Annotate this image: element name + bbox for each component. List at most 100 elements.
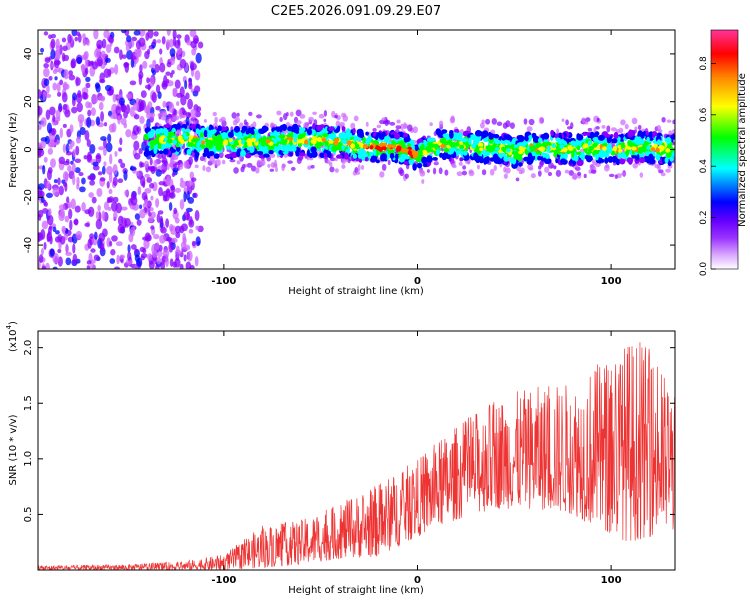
spectrogram-point bbox=[176, 92, 183, 98]
spectrogram-point bbox=[97, 44, 102, 49]
spectrogram-point bbox=[66, 196, 70, 204]
spectrogram-point bbox=[121, 54, 127, 59]
spectrogram-point bbox=[370, 155, 376, 163]
spectrogram-point bbox=[555, 158, 559, 164]
spectrogram-point bbox=[43, 201, 48, 207]
spectrogram-point bbox=[250, 165, 257, 172]
spectrogram-point bbox=[166, 139, 173, 144]
spectrogram-point bbox=[82, 38, 87, 47]
spectrogram-point bbox=[195, 225, 200, 231]
spectrogram-point bbox=[344, 152, 349, 159]
spectrogram-point bbox=[490, 146, 496, 152]
spectrogram-point bbox=[212, 128, 217, 134]
spectrogram-point bbox=[104, 84, 112, 92]
spectrogram-point bbox=[661, 116, 666, 123]
spectrogram-point bbox=[212, 111, 217, 117]
spectrogram-point bbox=[59, 208, 65, 218]
spectrogram-point bbox=[193, 192, 198, 199]
spectrogram-point bbox=[664, 157, 669, 164]
spectrogram-point bbox=[75, 31, 81, 37]
spectrogram-point bbox=[118, 147, 123, 152]
spectrogram-point bbox=[93, 30, 99, 40]
spectrogram-point bbox=[108, 172, 113, 183]
spectrogram-point bbox=[137, 186, 142, 196]
spectrogram-point bbox=[179, 58, 187, 69]
spectrogram-point bbox=[442, 133, 450, 138]
figure-title: C2E5.2026.091.09.29.E07 bbox=[271, 4, 441, 19]
spectrogram-point bbox=[632, 162, 638, 169]
spectrogram-point bbox=[72, 92, 77, 101]
spectrogram-point bbox=[63, 182, 67, 187]
spectrogram-point bbox=[528, 118, 535, 126]
spectrogram-point bbox=[547, 171, 553, 177]
spectrogram-point bbox=[278, 134, 286, 139]
spectrogram-point bbox=[566, 126, 572, 130]
spectrogram-point bbox=[157, 143, 162, 150]
spectrogram-point bbox=[54, 76, 58, 81]
spectrogram-point bbox=[407, 124, 413, 132]
spectrogram-point bbox=[89, 263, 96, 269]
spectrogram-point bbox=[98, 95, 105, 101]
spectrogram-point bbox=[94, 48, 101, 59]
spectrogram-point bbox=[95, 218, 103, 230]
spectrogram-point bbox=[156, 256, 162, 265]
spectrogram-point bbox=[58, 185, 65, 196]
spectrogram-point bbox=[153, 146, 158, 155]
spectrogram-point bbox=[341, 126, 346, 132]
spectrogram-point bbox=[381, 163, 387, 171]
spectrogram-point bbox=[135, 40, 142, 50]
spectrogram-point bbox=[603, 164, 610, 172]
spectrogram-point bbox=[334, 168, 339, 173]
spectrogram-point bbox=[234, 116, 240, 124]
spectrogram-point bbox=[93, 231, 98, 240]
spectrogram-point bbox=[49, 106, 56, 116]
spectrogram-point bbox=[152, 59, 157, 67]
spectrogram-point bbox=[358, 147, 364, 154]
spectrogram-point bbox=[133, 140, 140, 151]
spectrogram-point bbox=[403, 161, 410, 166]
spectrogram-point bbox=[529, 146, 535, 151]
spectrogram-point bbox=[343, 140, 348, 145]
spectrogram-point bbox=[503, 166, 507, 173]
spectrogram-point bbox=[429, 122, 433, 127]
spectrogram-point bbox=[648, 153, 654, 159]
spectrogram-point bbox=[52, 69, 58, 75]
spectrogram-point bbox=[236, 112, 240, 117]
y-tick-label: -40 bbox=[23, 237, 34, 253]
spectrogram-point bbox=[78, 172, 84, 177]
spectrogram-point bbox=[188, 78, 193, 87]
spectrogram-point bbox=[168, 242, 174, 253]
spectrogram-point bbox=[117, 178, 124, 184]
spectrogram-point bbox=[241, 125, 248, 132]
spectrogram-point bbox=[241, 164, 246, 169]
spectrogram-point bbox=[295, 120, 302, 125]
x-tick-label: 100 bbox=[601, 276, 622, 287]
spectrogram-point bbox=[62, 103, 68, 111]
spectrogram-point bbox=[433, 143, 439, 149]
spectrogram-point bbox=[89, 143, 96, 154]
snr-frame bbox=[37, 330, 676, 571]
spectrogram-point bbox=[488, 132, 495, 140]
spectrogram-point bbox=[87, 175, 93, 180]
spectrogram-point bbox=[576, 159, 584, 167]
spectrogram-point bbox=[115, 241, 123, 247]
spectrogram-point bbox=[256, 114, 262, 119]
spectrogram-point bbox=[203, 147, 210, 155]
spectrogram-point bbox=[179, 108, 183, 120]
spectrogram-point bbox=[590, 169, 597, 174]
spectrogram-point bbox=[149, 64, 155, 69]
spectrogram-point bbox=[188, 156, 193, 166]
spectrogram-point bbox=[42, 91, 46, 101]
spectrogram-point bbox=[352, 127, 356, 135]
spectrogram-point bbox=[86, 265, 91, 269]
spectrogram-point bbox=[172, 30, 177, 40]
spectrogram-point bbox=[528, 167, 534, 171]
spectrogram-point bbox=[46, 214, 54, 226]
x-tick-label: -100 bbox=[211, 276, 236, 287]
spectrogram-point bbox=[318, 113, 325, 119]
spectrogram-point bbox=[40, 117, 47, 127]
colorbar-tick-label: 0.8 bbox=[699, 56, 709, 71]
spectrogram-point bbox=[438, 120, 444, 127]
spectrogram-point bbox=[565, 119, 569, 126]
colorbar-tick-label: 0.0 bbox=[699, 262, 709, 277]
